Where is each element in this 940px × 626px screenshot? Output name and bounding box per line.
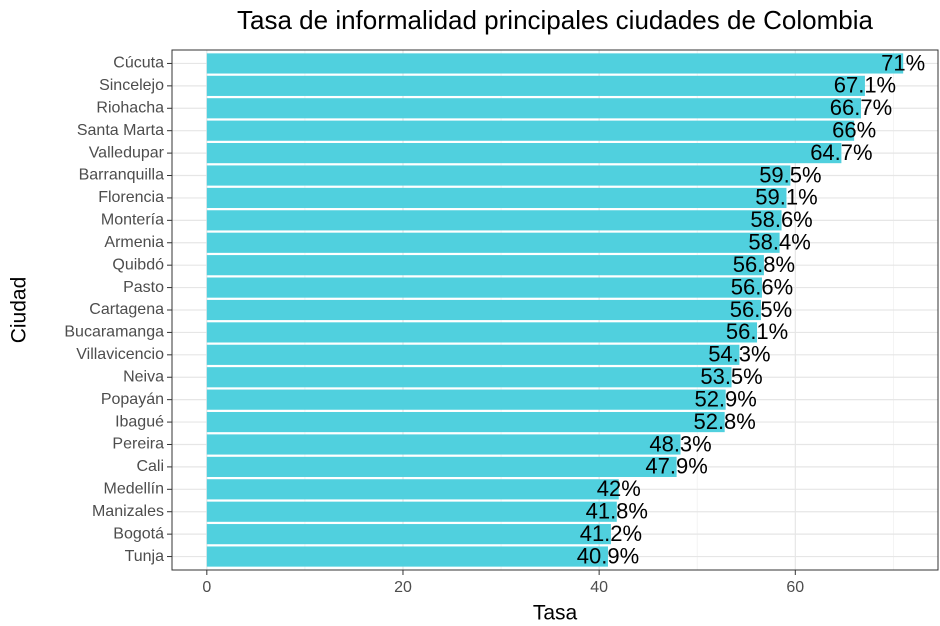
x-axis-title: Tasa: [533, 602, 578, 625]
y-tick-label: Sincelejo: [99, 77, 164, 94]
y-tick-label: Santa Marta: [77, 122, 164, 139]
value-label: 40.9%: [577, 543, 639, 568]
bar: [206, 546, 608, 567]
bar: [206, 367, 732, 388]
bar: [206, 501, 617, 522]
y-tick-label: Barranquilla: [79, 167, 164, 184]
y-tick-label: Valledupar: [89, 144, 165, 161]
bar: [206, 187, 787, 209]
bar: [206, 232, 780, 253]
value-label: 71%: [881, 50, 925, 75]
bar: [206, 344, 740, 365]
y-tick-label: Cali: [136, 458, 164, 475]
bar: [206, 143, 842, 164]
value-label: 41.8%: [586, 499, 648, 524]
value-label: 66%: [832, 118, 876, 143]
bar: [206, 210, 782, 231]
bar: [206, 322, 758, 343]
value-label: 56.6%: [731, 274, 793, 299]
y-tick-label: Popayán: [101, 391, 164, 408]
value-label: 52.9%: [694, 386, 756, 411]
bar: [206, 456, 677, 477]
y-tick-label: Pereira: [112, 436, 164, 453]
y-tick-label: Cartagena: [89, 301, 164, 318]
y-tick-label: Bucaramanga: [64, 324, 164, 341]
bar: [206, 524, 611, 545]
value-label: 56.5%: [730, 297, 792, 322]
value-label: 54.3%: [708, 342, 770, 367]
value-label: 56.1%: [726, 319, 788, 344]
y-tick-label: Tunja: [125, 548, 165, 565]
value-label: 47.9%: [645, 454, 707, 479]
y-tick-label: Quibdó: [112, 256, 164, 273]
value-label: 56.8%: [733, 252, 795, 277]
value-label: 53.5%: [700, 364, 762, 389]
value-label: 64.7%: [810, 140, 872, 165]
value-label: 48.3%: [649, 431, 711, 456]
x-tick-label: 0: [202, 579, 211, 596]
bar: [206, 120, 855, 141]
panel-border: [171, 49, 939, 571]
value-label: 58.6%: [750, 207, 812, 232]
bar: [206, 411, 725, 433]
value-label: 52.8%: [693, 409, 755, 434]
y-tick-label: Pasto: [123, 279, 164, 296]
bar: [206, 75, 865, 96]
bar: [206, 389, 726, 410]
value-label: 42%: [597, 476, 641, 501]
value-label: 67.1%: [834, 73, 896, 98]
value-label: 59.1%: [755, 185, 817, 210]
y-tick-label: Montería: [101, 212, 164, 229]
y-tick-label: Villavicencio: [76, 346, 164, 363]
y-tick-label: Neiva: [123, 368, 164, 385]
y-tick-label: Cúcuta: [113, 55, 164, 72]
bar: [206, 98, 862, 119]
y-axis-title: Ciudad: [8, 277, 31, 344]
x-tick-label: 60: [786, 579, 804, 596]
bar: [206, 299, 761, 321]
y-tick-label: Medellín: [104, 481, 164, 498]
bar: [206, 255, 764, 276]
bar: [206, 165, 791, 186]
bar: [206, 53, 904, 74]
y-tick-label: Ibagué: [115, 413, 164, 430]
bar: [206, 479, 619, 500]
y-tick-label: Manizales: [92, 503, 164, 520]
value-label: 41.2%: [580, 521, 642, 546]
value-label: 58.4%: [748, 230, 810, 255]
value-label: 66.7%: [830, 95, 892, 120]
chart-title: Tasa de informalidad principales ciudade…: [237, 5, 873, 35]
x-tick-label: 40: [590, 579, 608, 596]
y-tick-label: Florencia: [98, 189, 164, 206]
y-tick-label: Bogotá: [113, 525, 164, 542]
bar: [206, 277, 762, 298]
bar: [206, 434, 681, 455]
value-label: 59.5%: [759, 162, 821, 187]
y-tick-label: Armenia: [104, 234, 164, 251]
x-tick-label: 20: [394, 579, 412, 596]
y-tick-label: Riohacha: [96, 99, 164, 116]
